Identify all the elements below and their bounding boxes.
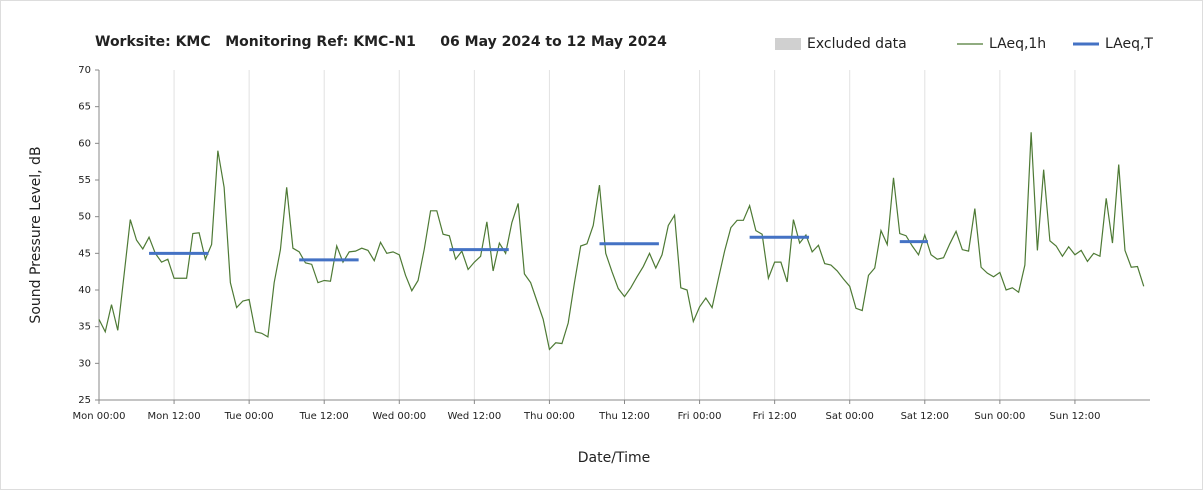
y-axis-label: Sound Pressure Level, dB [28, 146, 44, 323]
y-tick-label: 70 [78, 65, 91, 76]
chart-title: Worksite: KMC Monitoring Ref: KMC-N1 06 … [95, 34, 667, 50]
x-tick-label: Thu 12:00 [598, 411, 650, 422]
legend-label: Excluded data [807, 36, 907, 52]
y-tick-label: 60 [78, 138, 91, 149]
y-tick-label: 35 [78, 322, 91, 333]
line-series [98, 132, 1145, 351]
y-tick-label: 30 [78, 358, 91, 369]
y-tick-label: 55 [78, 175, 91, 186]
x-tick-label: Mon 12:00 [148, 411, 201, 422]
x-tick-label: Tue 00:00 [224, 411, 274, 422]
x-tick-label: Wed 12:00 [447, 411, 501, 422]
x-tick-label: Sat 12:00 [901, 411, 949, 422]
legend-label: LAeq,T [1105, 36, 1153, 52]
legend-label: LAeq,1h [989, 36, 1046, 52]
x-tick-label: Mon 00:00 [72, 411, 125, 422]
x-tick-label: Sun 00:00 [974, 411, 1025, 422]
y-tick-label: 25 [78, 395, 91, 406]
y-tick-label: 50 [78, 212, 91, 223]
x-tick-label: Fri 00:00 [678, 411, 722, 422]
x-tick-label: Sun 12:00 [1049, 411, 1100, 422]
x-tick-label: Tue 12:00 [299, 411, 349, 422]
legend-swatch [775, 38, 801, 50]
x-tick-label: Thu 00:00 [523, 411, 575, 422]
x-tick-label: Wed 00:00 [372, 411, 426, 422]
x-tick-label: Fri 12:00 [753, 411, 797, 422]
y-tick-label: 40 [78, 285, 91, 296]
x-axis-label: Date/Time [578, 450, 650, 466]
x-tick-label: Sat 00:00 [826, 411, 874, 422]
y-tick-label: 45 [78, 248, 91, 259]
y-tick-label: 65 [78, 102, 91, 113]
